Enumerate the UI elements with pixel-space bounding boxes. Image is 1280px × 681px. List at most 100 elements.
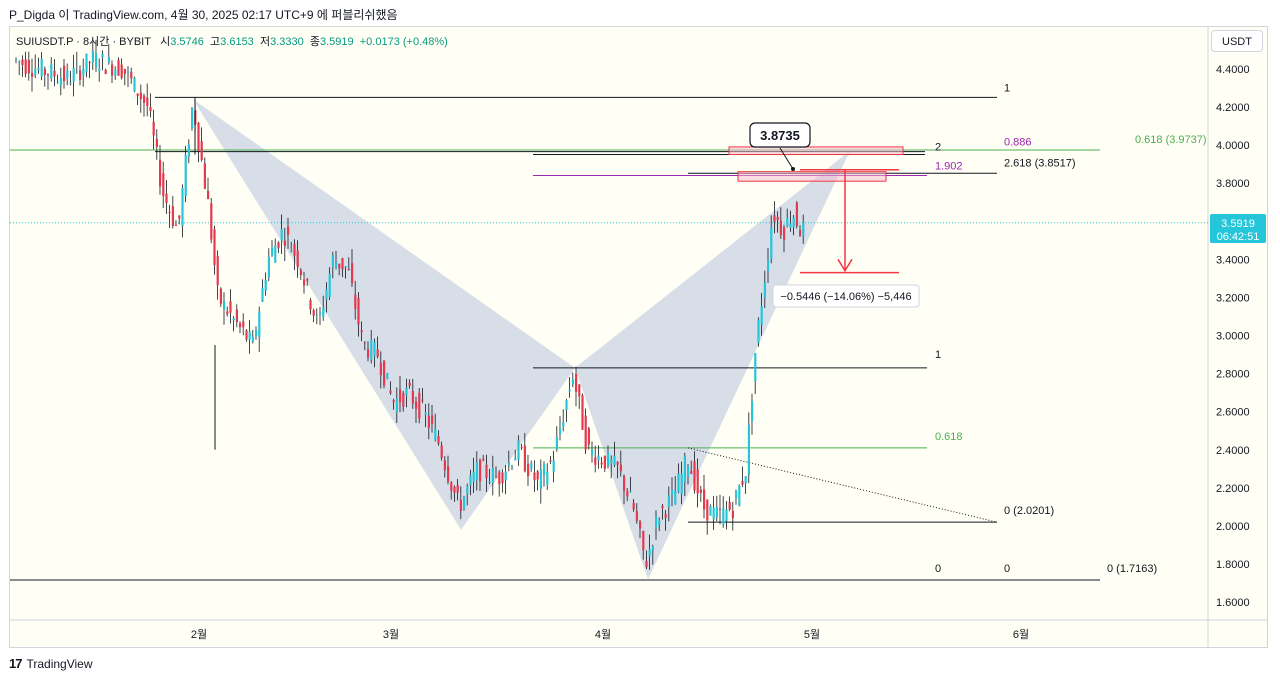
candle-body [498,472,501,485]
candle [66,63,69,86]
candle [469,469,472,496]
candle [354,280,357,320]
brand-name: TradingView [26,656,93,671]
candle-body [418,392,421,419]
candle [587,426,590,450]
tradingview-brand[interactable]: 17 TradingView [9,656,93,671]
candle-body [760,306,763,325]
candle-body [639,521,642,529]
candle-body [59,78,62,86]
candle-body [485,464,488,478]
candle [117,57,120,76]
candle [207,177,210,200]
candle [421,388,424,404]
candle-body [280,229,283,241]
candle [783,224,786,253]
candle [437,430,440,446]
candle-body [584,415,587,450]
candle-body [402,392,405,407]
candle-body [111,64,114,76]
candle [344,266,347,279]
candle-body [437,436,440,444]
candle-body [18,61,21,63]
candle [501,469,504,493]
candle [485,454,488,493]
candle-body [357,298,360,325]
candle [386,372,389,380]
candle-body [655,516,658,528]
candle [767,248,770,284]
candle-body [613,455,616,466]
candle-body [507,462,510,466]
candle [543,461,546,487]
low-label: 저 [259,36,271,48]
candle [530,460,533,472]
candle-body [754,353,757,382]
candle-body [795,202,798,227]
candle [552,450,555,483]
candle-body [245,330,248,340]
candle-body [223,301,226,311]
y-tick-label: 4.2000 [1216,102,1250,114]
candle-body [533,472,536,481]
candle-body [216,256,219,286]
candle-body [405,387,408,396]
candle-body [600,462,603,465]
candle-body [255,330,258,337]
candle [229,289,232,324]
candle-body [658,520,661,525]
candle-body [712,507,715,520]
candle-body [757,319,760,344]
candle-body [773,215,776,222]
candle [635,503,638,524]
candle-body [248,331,251,340]
candle-body [309,300,312,310]
candle-body [482,458,485,461]
candle-body [56,81,59,83]
candle [600,456,603,469]
candle-body [530,463,533,469]
candle [712,496,715,530]
low-value: 3.3330 [270,36,304,48]
candle-body [475,462,478,480]
candle-body [783,227,786,240]
fib-label: 2 [935,142,941,154]
candle [424,403,427,428]
candle-body [504,471,507,481]
fib-label: 0 (1.7163) [1107,563,1157,575]
candle-body [699,489,702,493]
candle [549,455,552,465]
candle [443,456,446,478]
candle-body [479,459,482,482]
candle-body [127,71,130,73]
close-value: 3.5919 [319,36,354,48]
candle-body [98,69,101,72]
candle [338,263,341,276]
candle [328,267,331,301]
candle-body [744,476,747,484]
candle [399,375,402,413]
candle [427,403,430,440]
candle-body [536,471,539,480]
candle [171,195,174,229]
currency-button[interactable]: USDT [1211,30,1263,52]
candle [619,450,622,477]
candle-body [434,428,437,440]
symbol-label[interactable]: SUIUSDT.P · 8시간 · BYBIT [16,36,151,48]
candle [539,459,542,504]
candle-body [242,321,245,328]
candle [133,76,136,93]
candle [91,41,94,70]
candle-body [603,455,606,469]
candle-body [367,349,370,358]
candle [322,295,325,321]
candle-body [207,190,210,199]
candle [434,413,437,442]
callout-box [749,122,811,148]
candle-body [75,63,78,65]
candle-body [629,491,632,493]
candle [88,60,91,79]
candle-body [443,460,446,471]
candle [165,180,168,215]
